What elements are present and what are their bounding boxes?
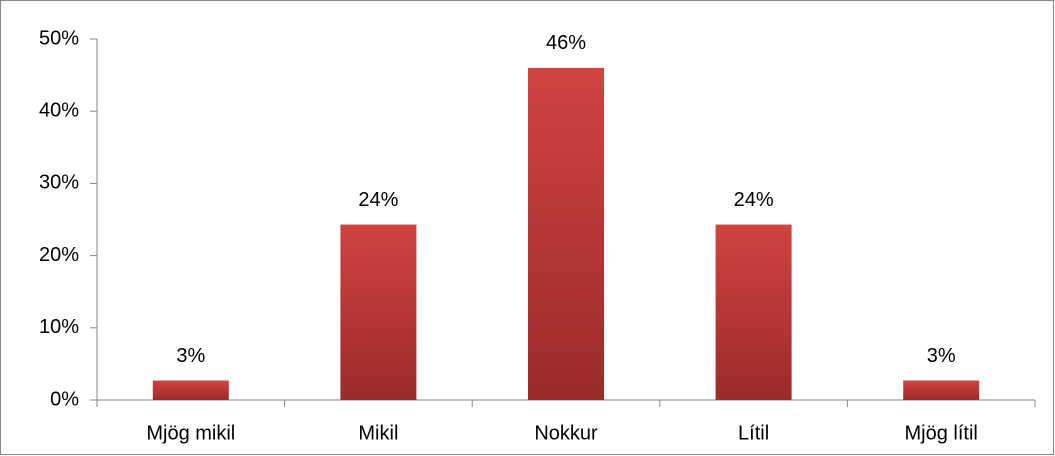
y-tick-label: 0% bbox=[50, 388, 79, 410]
data-label: 46% bbox=[546, 32, 586, 54]
data-label: 24% bbox=[734, 189, 774, 211]
y-tick-label: 30% bbox=[39, 172, 79, 194]
x-tick-label: Nokkur bbox=[534, 422, 598, 444]
data-label: 24% bbox=[358, 189, 398, 211]
bar bbox=[528, 67, 604, 400]
y-tick-label: 20% bbox=[39, 244, 79, 266]
y-tick-label: 40% bbox=[39, 99, 79, 121]
bar bbox=[340, 224, 417, 400]
bar bbox=[152, 380, 229, 400]
x-tick-label: Lítil bbox=[738, 422, 769, 444]
x-tick-label: Mjög mikil bbox=[146, 422, 235, 444]
y-tick-label: 50% bbox=[39, 27, 79, 49]
bar bbox=[903, 380, 980, 400]
x-tick-label: Mjög lítil bbox=[905, 422, 978, 444]
data-label: 3% bbox=[927, 345, 956, 367]
y-tick-label: 10% bbox=[39, 316, 79, 338]
bar bbox=[715, 224, 792, 400]
data-label: 3% bbox=[176, 345, 205, 367]
x-tick-label: Mikil bbox=[358, 422, 398, 444]
